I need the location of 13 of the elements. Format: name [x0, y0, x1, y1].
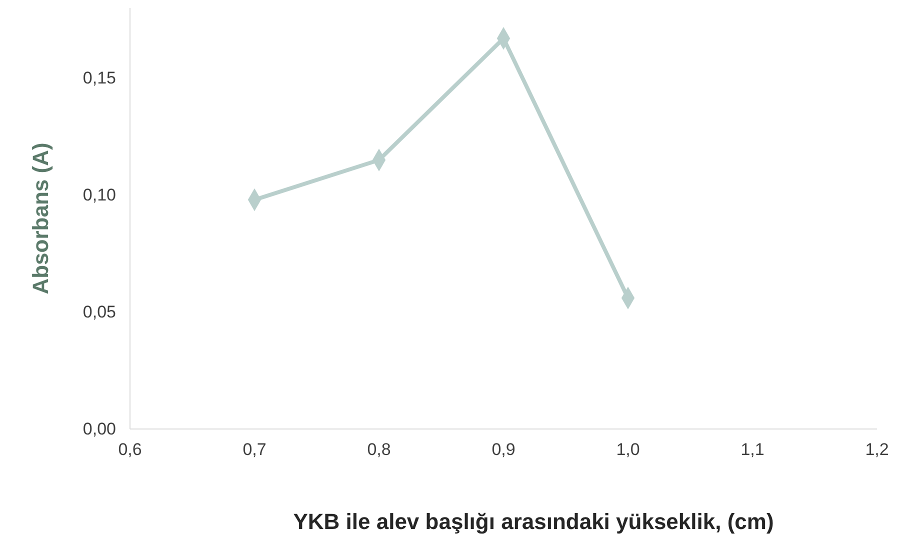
y-tick-label: 0,15: [82, 68, 116, 88]
y-tick-label: 0,00: [82, 419, 116, 438]
x-tick-label: 0,7: [242, 440, 266, 460]
x-tick-label: 1,2: [865, 440, 889, 460]
x-axis-title: YKB ile alev başlığı arasındaki yükseklik, (cm): [293, 509, 774, 534]
y-axis-title: Absorbans (A): [28, 142, 53, 294]
x-tick-label: 0,6: [118, 440, 142, 460]
x-tick-label: 1,0: [616, 440, 640, 460]
x-tick-label: 0,9: [492, 440, 516, 460]
y-tick-label: 0,05: [82, 302, 116, 322]
x-tick-label: 0,8: [367, 440, 391, 460]
x-tick-label: 1,1: [740, 440, 764, 460]
y-tick-label: 0,10: [82, 186, 116, 205]
